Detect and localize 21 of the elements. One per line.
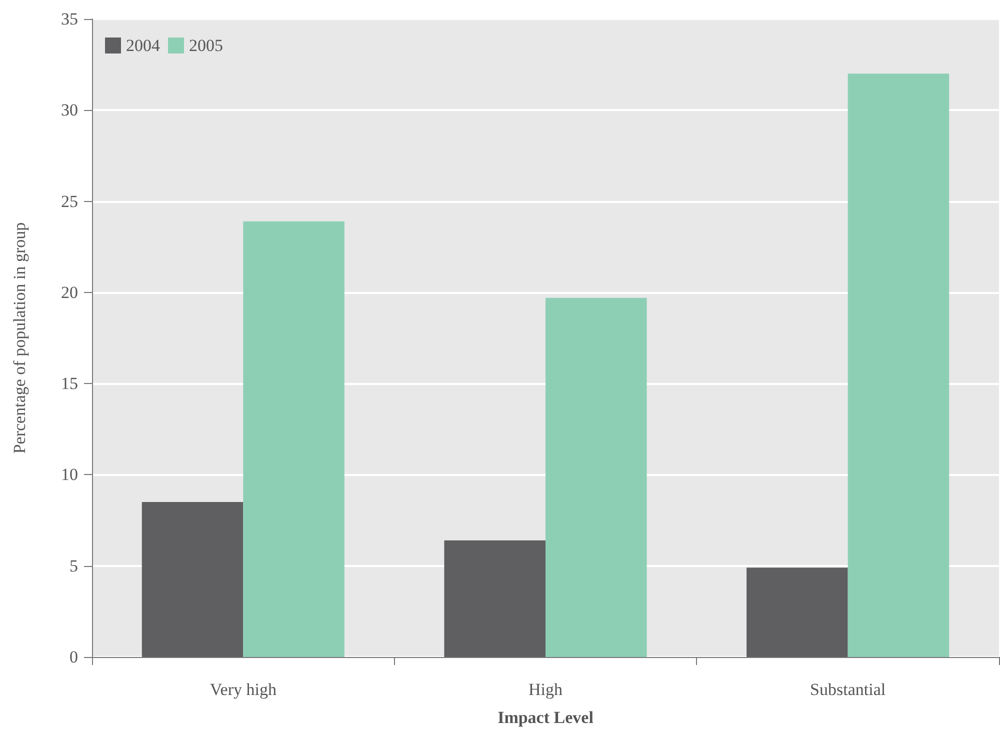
bar bbox=[142, 502, 244, 657]
bar bbox=[746, 568, 848, 657]
x-axis-title: Impact Level bbox=[498, 708, 594, 727]
y-tick-label: 20 bbox=[61, 282, 78, 302]
y-tick-label: 25 bbox=[61, 192, 78, 211]
y-tick-label: 10 bbox=[61, 465, 78, 484]
y-tick-label: 30 bbox=[61, 100, 78, 120]
legend-label: 2005 bbox=[189, 36, 223, 55]
y-tick-label: 35 bbox=[61, 10, 78, 28]
bar bbox=[444, 540, 546, 657]
bar bbox=[848, 74, 950, 657]
legend-label: 2004 bbox=[126, 36, 160, 55]
x-tick-label: High bbox=[528, 680, 563, 699]
bar bbox=[243, 221, 344, 657]
y-tick-label: 15 bbox=[61, 374, 78, 394]
x-tick-label: Very high bbox=[210, 680, 277, 699]
y-tick-label: 5 bbox=[70, 556, 78, 576]
x-tick-label: Substantial bbox=[810, 680, 886, 699]
y-axis-title: Percentage of population in group bbox=[10, 222, 29, 454]
y-tick-label: 0 bbox=[70, 648, 78, 666]
bar bbox=[546, 298, 647, 657]
